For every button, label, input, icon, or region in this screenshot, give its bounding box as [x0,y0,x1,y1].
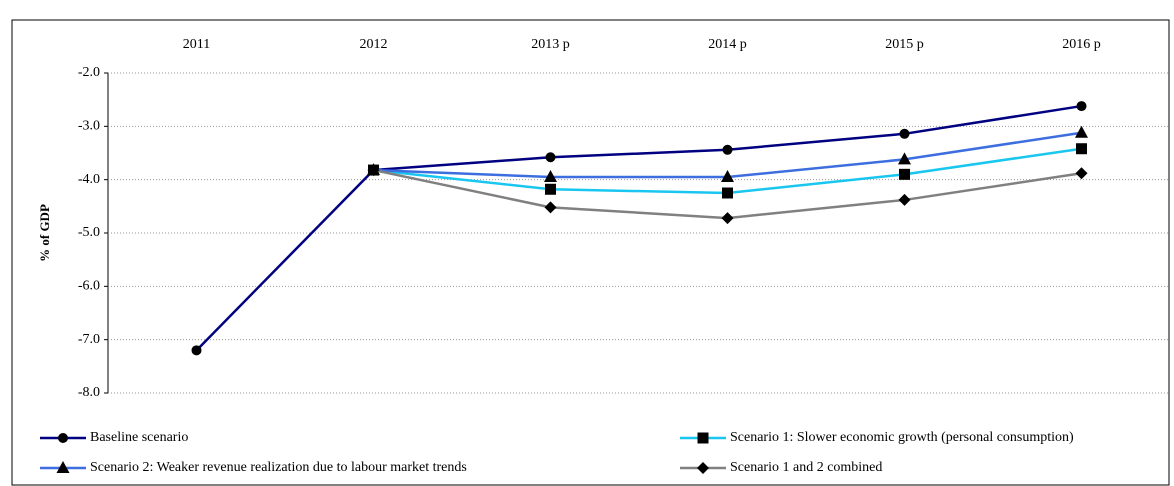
chart-border [11,19,1170,486]
data-point [722,187,733,199]
legend-label: Scenario 1 and 2 combined [730,460,882,475]
y-tick-label: -6.0 [78,279,100,294]
x-tick-label: 2016 p [1062,37,1101,52]
y-tick-label: -3.0 [78,119,100,134]
data-point [544,201,557,214]
data-point [545,152,556,163]
data-point [544,170,557,182]
legend-marker [697,432,709,444]
legend-marker [58,433,68,443]
y-tick-label: -2.0 [78,65,100,80]
data-point [367,164,380,177]
legend-label: Scenario 2: Weaker revenue realization d… [90,460,467,475]
data-point [899,128,910,139]
data-point [898,193,911,206]
y-tick-label: -5.0 [78,225,100,240]
legend-label: Baseline scenario [90,430,188,445]
data-point [1075,125,1088,138]
y-tick-label: -4.0 [78,172,100,187]
x-tick-label: 2011 [183,37,210,52]
x-tick-label: 2013 p [531,37,570,52]
legend-label: Scenario 1: Slower economic growth (pers… [730,430,1074,445]
x-tick-label: 2015 p [885,37,924,52]
x-tick-label: 2012 [360,37,388,52]
data-point [191,345,202,356]
y-axis-label: % of GDP [37,204,52,262]
x-tick-label: 2014 p [708,37,747,52]
y-tick-label: -8.0 [78,385,100,400]
data-point [721,212,734,225]
data-point [1076,143,1087,155]
data-point [545,183,556,195]
data-point [722,144,733,155]
legend-marker [697,462,709,474]
series-line [195,104,1082,352]
y-tick-label: -7.0 [78,332,100,347]
data-point [1075,167,1088,180]
data-point [898,152,911,165]
data-point [1076,101,1087,112]
legend-marker [56,461,70,473]
data-point [899,168,910,180]
data-point [721,170,734,182]
